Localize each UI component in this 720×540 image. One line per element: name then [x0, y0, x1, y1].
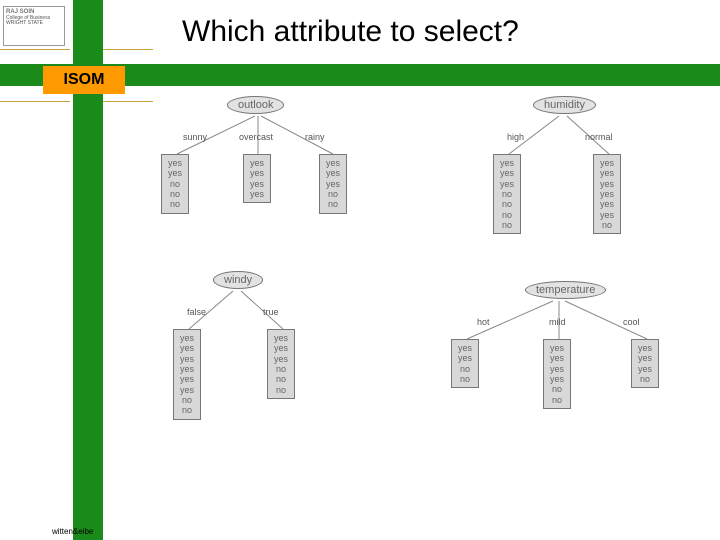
- leaf-value: yes: [638, 353, 652, 363]
- trees-area: outlooksunnyovercastrainyyesyesnononoyes…: [103, 96, 720, 536]
- divider: [0, 49, 70, 50]
- leaf-value: yes: [326, 168, 340, 178]
- leaf-value: no: [274, 364, 288, 374]
- edge-label: mild: [549, 317, 566, 327]
- leaf-value: yes: [180, 333, 194, 343]
- leaf-value: no: [168, 179, 182, 189]
- leaf-node: yesyesyesyesnono: [543, 339, 571, 409]
- leaf-node: yesyesyesnononono: [493, 154, 521, 234]
- leaf-value: no: [500, 189, 514, 199]
- leaf-value: yes: [600, 168, 614, 178]
- leaf-value: yes: [600, 189, 614, 199]
- tree-humidity: humidityhighnormalyesyesyesnonononoyesye…: [463, 96, 663, 296]
- root-node-windy: windy: [213, 271, 263, 289]
- leaf-value: yes: [180, 364, 194, 374]
- tree-windy: windyfalsetrueyesyesyesyesyesyesnonoyesy…: [143, 271, 343, 511]
- leaf-value: no: [458, 364, 472, 374]
- leaf-value: yes: [274, 333, 288, 343]
- leaf-value: yes: [600, 158, 614, 168]
- edge-label: sunny: [183, 132, 207, 142]
- leaf-value: yes: [600, 199, 614, 209]
- attribution: witten&eibe: [52, 527, 93, 536]
- leaf-value: yes: [180, 354, 194, 364]
- leaf-value: yes: [250, 158, 264, 168]
- leaf-value: no: [326, 199, 340, 209]
- leaf-value: yes: [500, 158, 514, 168]
- edge-label: rainy: [305, 132, 325, 142]
- leaf-value: yes: [326, 179, 340, 189]
- leaf-value: yes: [458, 353, 472, 363]
- edge-label: overcast: [239, 132, 273, 142]
- leaf-node: yesyesyesnonono: [267, 329, 295, 399]
- leaf-value: yes: [250, 168, 264, 178]
- edge-label: true: [263, 307, 279, 317]
- leaf-value: yes: [600, 179, 614, 189]
- leaf-value: yes: [274, 354, 288, 364]
- leaf-value: no: [550, 384, 564, 394]
- edge-label: high: [507, 132, 524, 142]
- page-title: Which attribute to select?: [182, 15, 519, 49]
- leaf-value: no: [168, 189, 182, 199]
- leaf-value: yes: [638, 364, 652, 374]
- divider: [0, 101, 70, 102]
- edge-label: normal: [585, 132, 613, 142]
- leaf-value: no: [500, 220, 514, 230]
- leaf-value: no: [550, 395, 564, 405]
- divider: [103, 49, 153, 50]
- leaf-value: yes: [326, 158, 340, 168]
- leaf-value: no: [274, 374, 288, 384]
- leaf-value: no: [274, 385, 288, 395]
- leaf-value: yes: [274, 343, 288, 353]
- leaf-value: yes: [500, 179, 514, 189]
- leaf-value: no: [168, 199, 182, 209]
- leaf-node: yesyesyesyesyesyesnono: [173, 329, 201, 420]
- leaf-value: yes: [168, 158, 182, 168]
- leaf-node: yesyesnono: [451, 339, 479, 388]
- leaf-value: yes: [550, 343, 564, 353]
- leaf-value: no: [180, 395, 194, 405]
- leaf-value: yes: [500, 168, 514, 178]
- root-node-humidity: humidity: [533, 96, 596, 114]
- edge-label: cool: [623, 317, 640, 327]
- leaf-value: yes: [458, 343, 472, 353]
- leaf-node: yesyesnonono: [161, 154, 189, 214]
- leaf-value: yes: [180, 385, 194, 395]
- edge-label: hot: [477, 317, 490, 327]
- leaf-value: yes: [638, 343, 652, 353]
- leaf-value: yes: [550, 364, 564, 374]
- leaf-node: yesyesyesyesyesyesno: [593, 154, 621, 234]
- leaf-value: no: [180, 405, 194, 415]
- isom-badge: ISOM: [43, 66, 125, 94]
- leaf-value: yes: [250, 189, 264, 199]
- logo-line3: WRIGHT STATE: [6, 21, 62, 27]
- edge-label: false: [187, 307, 206, 317]
- root-node-outlook: outlook: [227, 96, 284, 114]
- leaf-value: no: [458, 374, 472, 384]
- leaf-value: yes: [600, 210, 614, 220]
- leaf-value: yes: [550, 353, 564, 363]
- leaf-value: no: [500, 199, 514, 209]
- leaf-node: yesyesyesyes: [243, 154, 271, 203]
- leaf-value: no: [600, 220, 614, 230]
- tree-outlook: outlooksunnyovercastrainyyesyesnononoyes…: [143, 96, 373, 276]
- leaf-value: yes: [250, 179, 264, 189]
- leaf-value: yes: [168, 168, 182, 178]
- leaf-node: yesyesyesno: [631, 339, 659, 388]
- logo: RAJ SOIN College of Business WRIGHT STAT…: [3, 6, 65, 46]
- leaf-value: no: [500, 210, 514, 220]
- leaf-value: no: [638, 374, 652, 384]
- root-node-temperature: temperature: [525, 281, 606, 299]
- leaf-value: yes: [180, 374, 194, 384]
- leaf-node: yesyesyesnono: [319, 154, 347, 214]
- leaf-value: no: [326, 189, 340, 199]
- leaf-value: yes: [180, 343, 194, 353]
- tree-temperature: temperaturehotmildcoolyesyesnonoyesyesye…: [433, 281, 693, 501]
- leaf-value: yes: [550, 374, 564, 384]
